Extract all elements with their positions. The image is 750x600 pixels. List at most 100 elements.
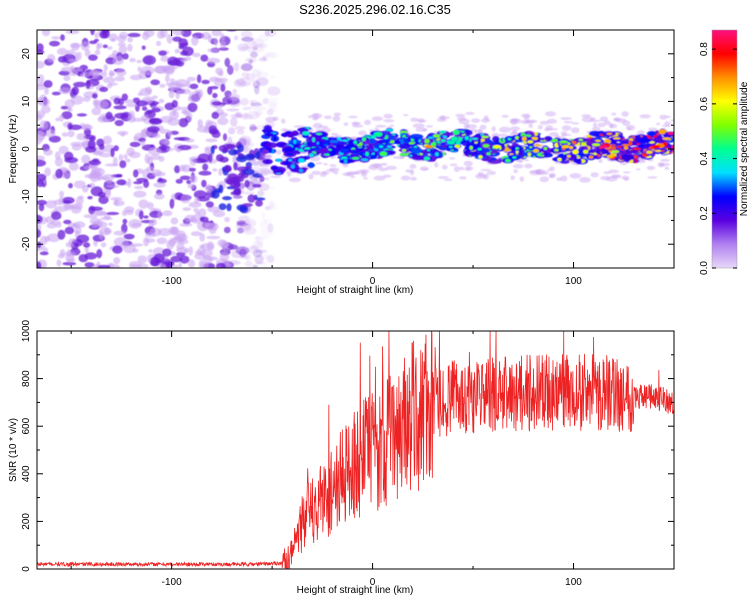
spectrogram-noise-blob: [239, 46, 252, 50]
spectrogram-noise-blob: [84, 252, 98, 260]
spectrogram-band-core: [370, 135, 377, 139]
spectrogram-noise-blob: [205, 183, 213, 193]
spectrogram-halo-blob: [281, 118, 286, 124]
spectrogram-noise-blob: [148, 147, 162, 156]
spectrogram-noise-blob: [106, 179, 113, 184]
spectrogram-noise-blob: [138, 210, 144, 220]
spectrogram-noise-blob: [108, 33, 119, 42]
spectrogram-noise-blob: [73, 81, 87, 88]
spectrogram-cluster-blob: [255, 151, 261, 160]
spectrogram-halo-blob: [525, 119, 538, 123]
spectrogram-noise-blob: [92, 222, 98, 229]
spectrogram-noise-blob: [261, 192, 266, 197]
spectrogram-band-core: [662, 137, 671, 140]
spectrogram-halo-blob: [539, 120, 550, 125]
spectrogram-noise-blob: [58, 145, 69, 155]
spectrogram-noise-blob: [237, 227, 244, 234]
spectrogram-noise-blob: [60, 105, 69, 110]
spectrogram-noise-blob: [252, 264, 258, 268]
spectrogram-noise-blob: [153, 193, 165, 200]
spectrogram-halo-blob: [347, 171, 359, 175]
spectrogram-band-outer: [298, 127, 309, 133]
spectrogram-halo-blob: [480, 168, 492, 172]
spectrogram-band-core: [469, 145, 473, 150]
spectrogram-xtick-label: -100: [162, 276, 182, 287]
spectrogram-noise-blob: [80, 72, 91, 78]
spectrogram-noise-blob: [97, 43, 103, 49]
spectrogram-halo-blob: [425, 125, 434, 128]
spectrogram-noise-blob: [76, 234, 90, 243]
spectrogram-noise-blob: [129, 243, 144, 247]
spectrogram-ytick-label: 0: [21, 146, 32, 152]
spectrogram-noise-blob: [219, 77, 228, 83]
spectrogram-band-core: [271, 166, 278, 170]
spectrogram-band-core: [365, 151, 369, 157]
spectrogram-noise-blob: [249, 100, 260, 106]
spectrogram-noise-blob: [43, 148, 53, 156]
spectrogram-band-core: [569, 145, 574, 150]
spectrogram-noise-blob: [187, 259, 196, 268]
spectrogram-noise-blob: [266, 51, 279, 59]
spectrogram-noise-blob: [64, 251, 76, 257]
spectrogram-noise-blob: [227, 136, 233, 145]
spectrogram-noise-blob: [224, 57, 231, 67]
colorbar-tick-label: 0.6: [699, 96, 710, 110]
spectrogram-noise-blob: [178, 262, 183, 268]
spectrogram-noise-blob: [137, 66, 142, 72]
spectrogram-band-outer: [442, 132, 455, 136]
spectrogram-band-outer: [322, 142, 330, 146]
spectrogram-noise-blob: [127, 178, 132, 188]
spectrogram-halo-blob: [382, 174, 392, 178]
spectrogram-noise-blob: [143, 215, 149, 219]
spectrogram-noise-blob: [248, 179, 262, 185]
spectrogram-noise-blob: [118, 45, 128, 54]
spectrogram-halo-blob: [348, 115, 358, 119]
spectrogram-noise-blob: [227, 65, 234, 75]
spectrogram-halo-blob: [312, 118, 319, 121]
spectrogram-noise-blob: [213, 37, 219, 47]
spectrogram-cluster-blob: [239, 205, 249, 214]
spectrogram-noise-blob: [64, 226, 75, 235]
spectrogram-halo-blob: [449, 157, 456, 160]
spectrogram-noise-blob: [45, 200, 57, 209]
spectrogram-halo-blob: [358, 130, 367, 136]
spectrogram-noise-blob: [141, 106, 148, 111]
spectrogram-xtick-label: 100: [565, 276, 582, 287]
spectrogram-band-core: [537, 152, 542, 157]
spectrogram-noise-blob: [232, 155, 238, 165]
spectrogram-halo-blob: [465, 111, 475, 115]
spectrogram-noise-blob: [215, 67, 224, 76]
spectrogram-halo-blob: [308, 173, 314, 180]
spectrogram-noise-blob: [60, 34, 65, 41]
spectrogram-halo-blob: [510, 175, 516, 180]
spectrogram-band-core: [402, 148, 407, 152]
spectrogram-noise-blob: [166, 147, 174, 152]
spectrogram-band-outer: [600, 148, 608, 155]
snr-series-line: [37, 331, 674, 569]
spectrogram-band-core: [527, 140, 534, 144]
spectrogram-noise-blob: [55, 168, 63, 179]
spectrogram-halo-blob: [590, 172, 599, 178]
spectrogram-halo-blob: [499, 126, 511, 133]
spectrogram-noise-blob: [203, 126, 210, 134]
spectrogram-band-core: [592, 143, 601, 147]
spectrogram-band-outer: [328, 150, 336, 157]
spectrogram-noise-blob: [172, 30, 185, 36]
spectrogram-band-core: [447, 140, 456, 145]
spectrogram-marks: [37, 30, 674, 268]
spectrogram-noise-blob: [43, 80, 53, 88]
spectrogram-band-core: [559, 140, 568, 144]
spectrogram-band-core: [304, 147, 311, 150]
spectrogram-noise-blob: [194, 210, 201, 215]
spectrogram-noise-blob: [238, 81, 251, 87]
spectrogram-noise-blob: [45, 129, 56, 138]
spectrogram-noise-blob: [76, 113, 87, 117]
spectrogram-band-core: [309, 153, 314, 157]
spectrogram-halo-blob: [285, 171, 294, 174]
spectrogram-band-core: [385, 128, 394, 132]
spectrogram-halo-blob: [556, 177, 563, 181]
spectrogram-band-outer: [410, 147, 423, 154]
spectrogram-noise-blob: [56, 47, 68, 56]
spectrogram-halo-blob: [637, 130, 645, 135]
spectrogram-cluster-blob: [222, 196, 232, 201]
